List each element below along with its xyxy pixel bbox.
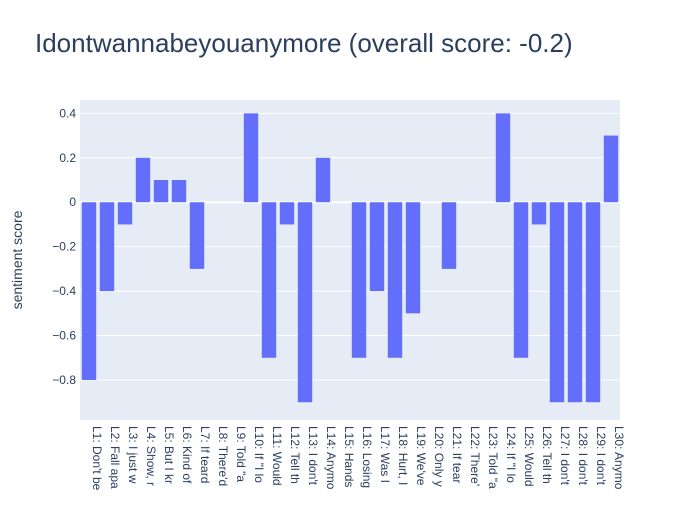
- x-tick-label: L17: Was I: [378, 426, 392, 483]
- x-tick-label: L22: There': [468, 426, 482, 486]
- y-axis-ticks: 0.4 0.2 0 −0.2 −0.4 −0.6 −0.8: [52, 106, 76, 387]
- bar[interactable]: [441, 202, 457, 269]
- chart-title: Idontwannabeyouanymore (overall score: -…: [35, 28, 573, 58]
- x-tick-label: L14: Anymo: [324, 426, 338, 490]
- x-tick-label: L4: Show, r: [144, 426, 158, 486]
- x-tick-label: L29: I don't: [594, 426, 608, 486]
- bar[interactable]: [387, 202, 403, 358]
- x-tick-label: L30: Anymo: [612, 426, 626, 490]
- bars: [81, 113, 619, 403]
- bar[interactable]: [243, 113, 259, 203]
- bar[interactable]: [81, 202, 97, 380]
- bar[interactable]: [549, 202, 565, 403]
- plot-background: [80, 100, 620, 420]
- bar[interactable]: [585, 202, 601, 403]
- bar[interactable]: [117, 202, 133, 225]
- x-tick-label: L8: There'd: [216, 426, 230, 486]
- x-tick-label: L21: If tear: [450, 426, 464, 483]
- bar[interactable]: [369, 202, 385, 292]
- bar[interactable]: [261, 202, 277, 358]
- x-tick-label: L13: I don't: [306, 426, 320, 486]
- bar[interactable]: [171, 180, 187, 203]
- x-tick-label: L16: Losing: [360, 426, 374, 488]
- bar[interactable]: [513, 202, 529, 358]
- x-tick-label: L20: Only y: [432, 426, 446, 487]
- y-tick-label: 0.4: [59, 106, 76, 120]
- x-tick-label: L12: Tell th: [288, 426, 302, 484]
- bar[interactable]: [603, 135, 619, 203]
- bar[interactable]: [279, 202, 295, 225]
- x-tick-label: L2: Fall apa: [108, 426, 122, 489]
- bar[interactable]: [297, 202, 313, 403]
- bar[interactable]: [567, 202, 583, 403]
- y-tick-label: 0: [69, 195, 76, 209]
- x-axis-ticks: L1: Don't be L2: Fall apa L3: I just w L4: …: [90, 426, 626, 491]
- x-tick-label: L24: If "I lo: [504, 426, 518, 483]
- x-tick-label: L6: Kind of: [180, 426, 194, 484]
- y-tick-label: −0.2: [52, 240, 76, 254]
- x-tick-label: L11: Would: [270, 426, 284, 486]
- bar[interactable]: [495, 113, 511, 203]
- gridlines: [80, 112, 620, 381]
- x-tick-label: L18: Hurt, I: [396, 426, 410, 485]
- x-tick-label: L9: Told "a: [234, 426, 248, 482]
- x-tick-label: L26: Tell th: [540, 426, 554, 484]
- bar[interactable]: [99, 202, 115, 292]
- y-tick-label: 0.2: [59, 151, 76, 165]
- x-tick-label: L10: If "I lo: [252, 426, 266, 483]
- y-axis-title: sentiment score: [9, 210, 25, 309]
- x-tick-label: L5: But I kr: [162, 426, 176, 484]
- x-tick-label: L1: Don't be: [90, 426, 104, 491]
- bar[interactable]: [189, 202, 205, 269]
- x-tick-label: L19: We've: [414, 426, 428, 486]
- x-tick-label: L7: If teard: [198, 426, 212, 483]
- y-tick-label: −0.4: [52, 284, 76, 298]
- bar[interactable]: [135, 157, 151, 203]
- x-tick-label: L25: Would: [522, 426, 536, 487]
- y-tick-label: −0.8: [52, 373, 76, 387]
- x-tick-label: L15: Hands: [342, 426, 356, 487]
- bar[interactable]: [405, 202, 421, 314]
- bar[interactable]: [351, 202, 367, 358]
- x-tick-label: L28: I don't: [576, 426, 590, 486]
- x-tick-label: L27: I don't: [558, 426, 572, 486]
- x-tick-label: L3: I just w: [126, 426, 140, 484]
- y-tick-label: −0.6: [52, 329, 76, 343]
- bar[interactable]: [153, 180, 169, 203]
- x-tick-label: L23: Told "a: [486, 426, 500, 489]
- bar[interactable]: [315, 157, 331, 203]
- bar[interactable]: [531, 202, 547, 225]
